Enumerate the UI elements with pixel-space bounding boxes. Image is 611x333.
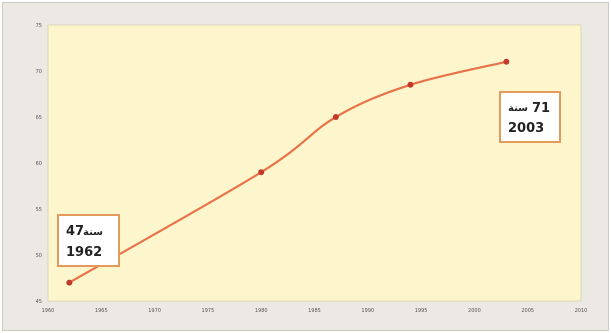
annotation-value: 47 (66, 224, 84, 239)
y-axis-ticks: 45 50 55 60 65 70 75 (36, 23, 42, 305)
annotation-year: 2003 (508, 121, 544, 136)
annotation-2003: سنة 71 2003 (499, 91, 561, 143)
y-tick-label: 50 (36, 253, 42, 259)
annotation-unit: سنة (83, 227, 103, 238)
y-tick-label: 60 (36, 161, 42, 167)
x-tick-label: 1970 (148, 308, 161, 314)
data-point (332, 114, 339, 120)
y-tick-label: 75 (36, 23, 42, 29)
x-tick-label: 2000 (468, 308, 481, 314)
plot-border (47, 24, 582, 302)
y-tick-label: 45 (36, 299, 42, 305)
y-tick-label: 65 (36, 115, 42, 121)
data-points (66, 58, 510, 286)
annotation-value: 71 (532, 101, 550, 116)
x-tick-label: 1965 (95, 308, 108, 314)
x-axis-ticks: 1960 1965 1970 1975 1980 1985 1990 1995 2000 2005… (42, 308, 588, 314)
x-tick-label: 1990 (361, 308, 374, 314)
data-point (258, 169, 265, 176)
y-tick-label: 70 (36, 69, 42, 75)
data-point (503, 58, 510, 65)
x-tick-label: 1975 (202, 308, 215, 314)
annotation-box (499, 91, 561, 143)
x-tick-label: 1980 (255, 308, 268, 314)
x-tick-label: 1960 (42, 308, 55, 314)
series-line (68, 60, 508, 284)
annotation-box (57, 214, 120, 267)
x-tick-label: 1995 (415, 308, 428, 314)
x-tick-label: 2005 (521, 308, 534, 314)
x-tick-label: 2010 (575, 308, 588, 314)
annotation-unit: سنة (508, 103, 528, 114)
x-tick-label: 1985 (308, 308, 321, 314)
plot-area (48, 25, 581, 301)
y-tick-label: 55 (36, 207, 42, 213)
annotation-year: 1962 (66, 245, 102, 260)
data-point (66, 279, 73, 286)
data-point (407, 81, 414, 88)
annotation-1962: 47 سنة 1962 (57, 214, 120, 267)
